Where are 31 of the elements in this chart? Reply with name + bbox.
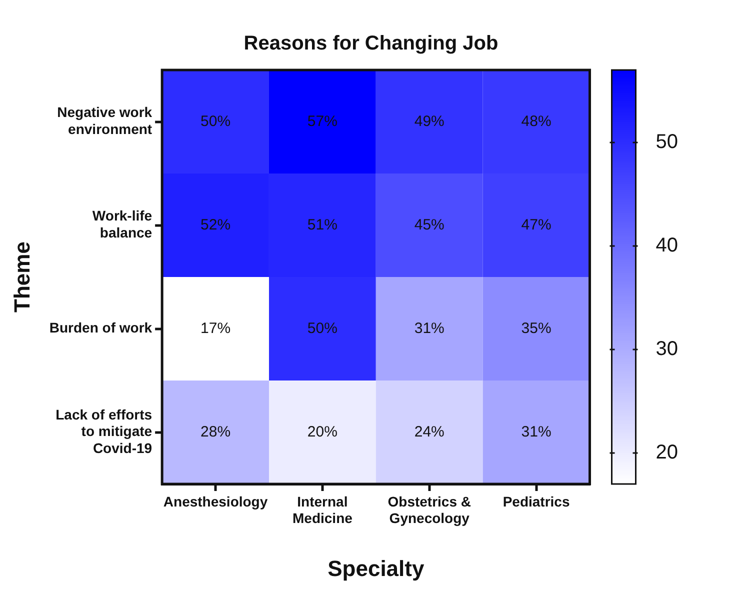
data-label: 17%: [200, 320, 231, 337]
data-label: 35%: [521, 320, 552, 337]
data-label: 52%: [200, 216, 231, 234]
y-tick-label: Burden of work: [49, 320, 152, 336]
data-label: 57%: [307, 112, 338, 130]
data-label: 31%: [521, 423, 552, 440]
data-label: 24%: [414, 423, 444, 440]
x-tick-label: Obstetrics & Gynecology: [388, 493, 471, 526]
color-bar-label: 40: [656, 234, 678, 256]
color-bar-label: 20: [656, 441, 678, 464]
y-tick-label: Negative work environment: [57, 104, 152, 138]
data-label: 20%: [307, 423, 338, 440]
x-tick-label: Internal Medicine: [292, 493, 353, 526]
x-tick-label: Pediatrics: [502, 493, 570, 510]
data-label: 28%: [200, 423, 231, 440]
color-bar-label: 30: [656, 338, 678, 360]
data-label: 51%: [307, 216, 338, 234]
data-label: 49%: [414, 112, 444, 130]
y-tick-label: Lack of efforts to mitigate Covid-19: [56, 406, 152, 456]
x-axis-title: Specialty: [328, 556, 425, 581]
chart-title: Reasons for Changing Job: [244, 32, 498, 55]
x-tick-label: Anesthesiology: [163, 493, 268, 510]
data-label: 31%: [414, 320, 444, 337]
data-label: 45%: [414, 216, 444, 234]
data-label: 48%: [521, 112, 552, 130]
color-bar-label: 50: [656, 130, 678, 153]
y-tick-label: Work-life balance: [92, 208, 152, 241]
data-label: 47%: [521, 216, 552, 234]
data-label: 50%: [200, 112, 231, 130]
data-label: 50%: [307, 320, 338, 337]
y-axis-title: Theme: [9, 242, 34, 312]
